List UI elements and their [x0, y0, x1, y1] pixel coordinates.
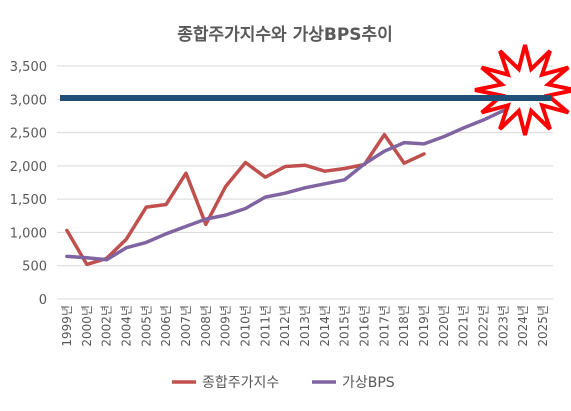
legend-label-1: 가상BPS [342, 375, 395, 391]
x-tick-label: 2007년 [179, 305, 193, 347]
x-tick-label: 2013년 [298, 305, 312, 347]
x-tick-label: 2023년 [496, 305, 510, 347]
chart-title: 종합주가지수와 가상BPS추이 [177, 24, 393, 45]
x-tick-label: 2002년 [100, 305, 114, 347]
y-tick-label: 0 [39, 293, 47, 308]
y-tick-label: 1,000 [10, 226, 47, 241]
legend-label-0: 종합주가지수 [202, 375, 279, 391]
x-tick-label: 2010년 [238, 305, 252, 347]
x-tick-label: 2008년 [199, 305, 213, 347]
y-tick-label: 2,000 [10, 160, 47, 175]
x-tick-label: 2015년 [338, 305, 352, 347]
starburst-shape [474, 44, 571, 136]
legend: 종합주가지수 가상BPS [172, 375, 395, 391]
x-tick-label: 1999년 [60, 305, 74, 347]
x-tick-label: 2017년 [377, 305, 391, 347]
x-tick-label: 2009년 [219, 305, 233, 347]
y-tick-label: 3,500 [10, 60, 47, 75]
x-tick-label: 2014년 [318, 305, 332, 347]
x-tick-label: 2005년 [139, 305, 153, 347]
y-axis-ticks: 0 500 1,000 1,500 2,000 2,500 3,000 3,500 [10, 60, 47, 308]
x-axis-ticks: 1999년 2000년 2002년 2004년 2005년 2006년 2007년 2008년… [60, 305, 550, 347]
x-tick-label: 2020년 [437, 305, 451, 347]
x-tick-label: 2018년 [397, 305, 411, 347]
overlays [60, 44, 571, 136]
series-lines [65, 90, 545, 267]
y-tick-label: 1,500 [10, 193, 47, 208]
x-tick-label: 2025년 [536, 305, 550, 347]
x-tick-label: 2024년 [516, 305, 530, 347]
x-tick-label: 2021년 [457, 305, 471, 347]
x-tick-label: 2016년 [358, 305, 372, 347]
series-line-1 [65, 90, 545, 262]
y-tick-label: 500 [22, 260, 47, 275]
x-tick-label: 2000년 [80, 305, 94, 347]
x-tick-label: 2012년 [278, 305, 292, 347]
x-tick-label: 2006년 [159, 305, 173, 347]
x-tick-label: 2004년 [119, 305, 133, 347]
x-tick-label: 2022년 [477, 305, 491, 347]
y-tick-label: 3,000 [10, 93, 47, 108]
x-tick-label: 2011년 [258, 305, 272, 347]
x-tick-label: 2019년 [417, 305, 431, 347]
y-tick-label: 2,500 [10, 127, 47, 142]
